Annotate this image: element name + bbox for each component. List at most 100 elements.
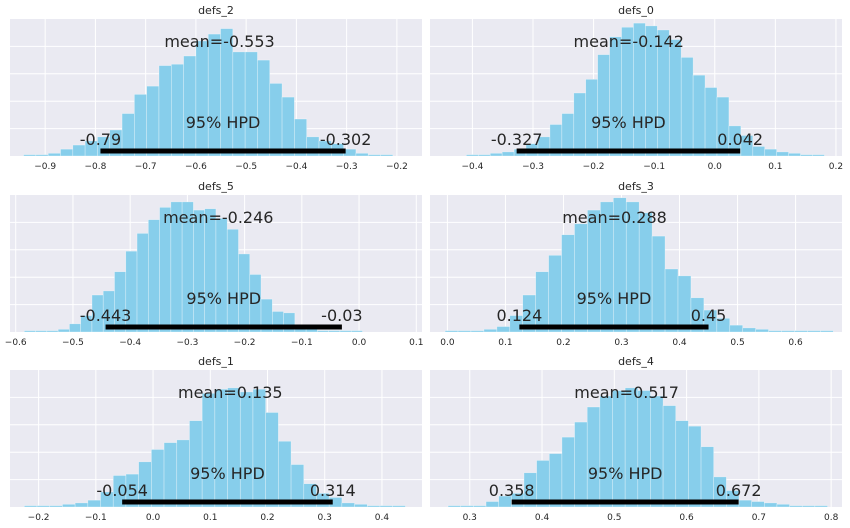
histogram-bar [561,436,575,508]
histogram-bar [239,391,254,508]
histogram-bar [183,55,197,157]
hpd-high-label: 0.672 [716,481,762,500]
histogram-bar [24,505,38,508]
histogram-bar [801,505,816,508]
hpd-low-label: -0.79 [80,130,121,149]
hpd-high-label: 0.314 [310,481,356,500]
histogram-bar [215,217,228,333]
x-tick-label: 0.8 [824,513,839,523]
x-tick-label: −0.2 [234,338,256,348]
histogram-bar [501,151,515,157]
x-tick-label: −0.3 [522,162,544,172]
histogram-bar [548,254,562,333]
x-tick-label: 0.2 [556,338,570,348]
hpd-label: 95% HPD [190,464,265,483]
histogram-bar [755,328,769,333]
histogram-bar [366,505,381,508]
histogram-bar [163,442,178,508]
hpd-label: 95% HPD [186,113,261,132]
hpd-label: 95% HPD [588,464,663,483]
histogram-bar [148,219,160,333]
histogram-bar [599,395,613,508]
subplot-title: defs_3 [618,180,654,193]
histogram-bar [151,449,165,508]
histogram-bar [485,501,499,508]
histogram-bar [317,330,329,333]
x-tick-label: 0.1 [409,338,423,348]
histogram-bar [176,439,190,508]
histogram-bar [776,151,789,157]
histogram-bar [609,36,622,157]
histogram-bar [69,323,81,333]
histogram-bar [466,154,479,157]
histogram-bar [380,154,394,157]
histogram-bar [624,387,639,508]
histogram-bar [820,330,834,333]
histogram-bar [668,39,682,157]
x-tick-label: −0.6 [5,338,27,348]
x-tick-label: 0.1 [768,162,782,172]
subplot-title: defs_4 [618,355,654,368]
x-tick-label: 0.1 [203,513,217,523]
histogram-bar [650,395,664,508]
x-tick-label: −0.3 [176,338,198,348]
histogram-bar [729,324,744,333]
histogram-bar [146,85,160,157]
histogram-bar [587,209,601,333]
histogram-bar [252,388,266,508]
mean-label: mean=-0.246 [163,208,273,227]
subplot-defs_3: 0.124 0.45 95% HPD mean=0.288 defs_3 0.0 0.1 0.… [430,180,842,348]
x-tick-label: −0.1 [85,513,107,523]
histogram-bar [751,501,765,508]
hpd-low-label: 0.124 [496,306,542,325]
x-tick-label: 0.6 [679,513,694,523]
histogram-bar [677,275,692,333]
histogram-bar [768,330,782,333]
histogram-bar [74,502,89,508]
histogram-bar [738,499,752,508]
histogram-bar [692,74,706,157]
histogram-bar [742,327,756,333]
x-tick-label: 0.7 [752,513,766,523]
histogram-bar [158,65,172,157]
x-tick-label: 0.3 [614,338,628,348]
histogram-bar [57,328,70,333]
histogram-bar [35,154,49,157]
histogram-bar [496,326,511,333]
hpd-label: 95% HPD [591,113,666,132]
x-tick-label: −0.3 [336,162,358,172]
histogram-bar [675,420,689,508]
histogram-bar [764,148,777,157]
histogram-bar [447,505,462,508]
x-tick-label: 0.4 [672,338,687,348]
histogram-bar [232,51,246,157]
histogram-bar [457,330,472,333]
histogram-bar [269,83,283,157]
histogram-bar [339,330,352,333]
histogram-bar [664,268,679,333]
x-tick-label: 0.1 [498,338,512,348]
mean-label: mean=0.517 [574,383,679,402]
histogram-bar [574,421,588,508]
histogram-bar [134,94,147,157]
x-tick-label: 0.6 [788,338,803,348]
x-tick-label: −0.9 [34,162,56,172]
histogram-bar [788,152,801,157]
x-tick-label: 0.3 [463,513,477,523]
histogram-bar [573,92,587,157]
histogram-bar [704,87,718,157]
histogram-bar [789,505,803,508]
histogram-bar [561,234,575,333]
hpd-high-label: -0.302 [320,130,372,149]
histogram-bar [460,505,474,508]
histogram-bar [700,446,715,508]
x-tick-label: −0.4 [119,338,141,348]
histogram-bar [477,154,491,157]
x-tick-label: −0.6 [185,162,207,172]
histogram-bar [257,59,271,157]
histogram-bar [170,63,184,157]
histogram-bar [244,51,258,157]
histogram-bar [763,502,778,508]
histogram-bar [638,212,653,333]
subplot-title: defs_1 [198,355,234,368]
